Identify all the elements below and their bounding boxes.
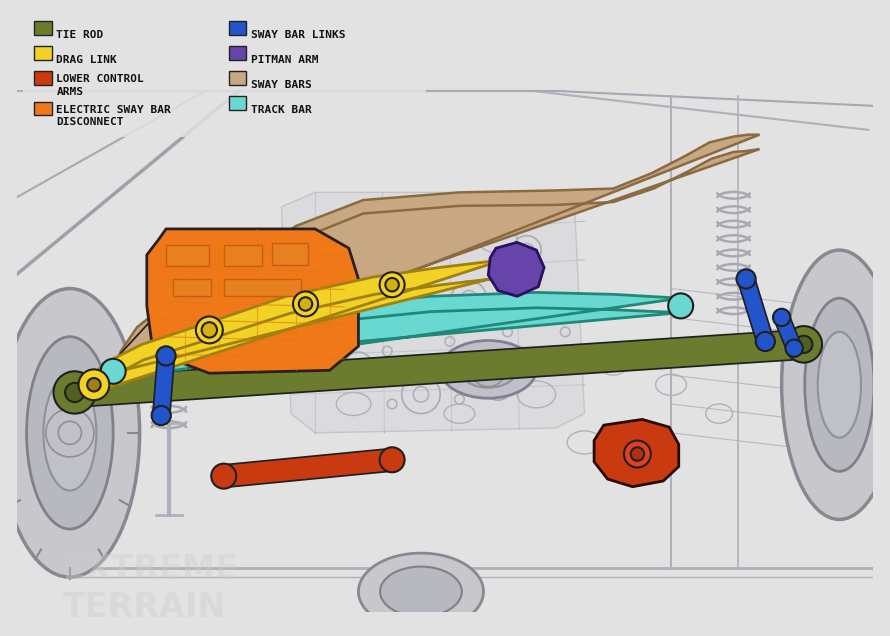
Circle shape [202,322,217,338]
Ellipse shape [44,375,96,490]
Ellipse shape [805,298,874,471]
Circle shape [299,297,312,311]
FancyBboxPatch shape [271,244,309,265]
Text: ARMS: ARMS [56,86,84,97]
Polygon shape [281,192,585,433]
Polygon shape [17,0,873,612]
Text: EXTREME
TERRAIN: EXTREME TERRAIN [63,553,239,625]
Circle shape [380,272,405,297]
Polygon shape [113,135,759,389]
Circle shape [87,378,101,392]
Circle shape [786,340,803,357]
Polygon shape [595,419,679,487]
Text: SWAY BAR LINKS: SWAY BAR LINKS [251,30,345,40]
Text: DISCONNECT: DISCONNECT [56,118,124,127]
Polygon shape [147,229,359,373]
FancyBboxPatch shape [229,96,246,109]
FancyBboxPatch shape [229,71,246,85]
Ellipse shape [441,340,537,398]
Circle shape [631,447,644,460]
Circle shape [157,346,175,366]
Ellipse shape [459,351,517,388]
Circle shape [151,406,171,425]
Text: DRAG LINK: DRAG LINK [56,55,117,65]
Ellipse shape [0,289,140,577]
Ellipse shape [359,553,483,630]
Circle shape [101,359,125,384]
Circle shape [102,364,124,385]
Circle shape [795,336,813,353]
Text: SWAY BARS: SWAY BARS [251,80,312,90]
Circle shape [624,441,651,467]
FancyBboxPatch shape [229,21,246,34]
Polygon shape [92,258,509,392]
Circle shape [736,269,756,289]
Circle shape [786,326,822,363]
Circle shape [668,293,693,319]
FancyBboxPatch shape [229,46,246,60]
Text: ELECTRIC SWAY BAR: ELECTRIC SWAY BAR [56,105,171,115]
FancyBboxPatch shape [23,8,425,137]
Ellipse shape [380,567,462,616]
Circle shape [756,332,775,351]
Circle shape [380,447,405,473]
FancyBboxPatch shape [35,21,52,34]
Circle shape [78,370,109,400]
Text: TRACK BAR: TRACK BAR [251,105,312,115]
Text: TIE ROD: TIE ROD [56,30,103,40]
Polygon shape [113,293,681,379]
FancyBboxPatch shape [35,71,52,85]
Circle shape [385,278,399,291]
Circle shape [773,308,790,326]
Circle shape [53,371,96,413]
FancyBboxPatch shape [35,46,52,60]
Circle shape [211,464,236,488]
FancyBboxPatch shape [223,245,263,266]
Circle shape [65,383,85,402]
Polygon shape [489,242,544,296]
Ellipse shape [818,332,861,438]
FancyBboxPatch shape [223,279,301,296]
FancyBboxPatch shape [173,279,211,296]
FancyBboxPatch shape [166,245,209,266]
Circle shape [496,252,523,279]
Ellipse shape [781,250,890,520]
Circle shape [504,259,515,272]
FancyBboxPatch shape [35,102,52,115]
Text: PITMAN ARM: PITMAN ARM [251,55,319,65]
Text: LOWER CONTROL: LOWER CONTROL [56,74,144,84]
Ellipse shape [27,336,113,529]
Circle shape [293,291,318,317]
Circle shape [196,317,222,343]
